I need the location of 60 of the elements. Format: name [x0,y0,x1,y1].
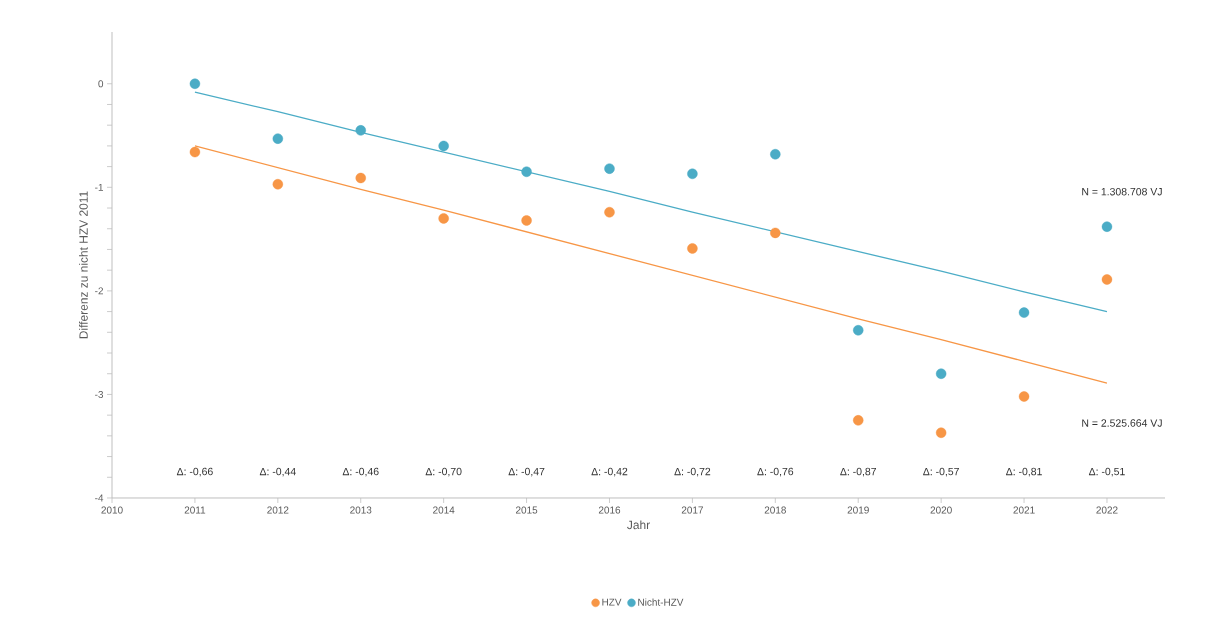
point [189,78,201,89]
point [1018,307,1030,318]
x-tick-label: 2010 [101,506,123,514]
point [355,172,366,184]
point [687,168,698,180]
y-tick-label: -2 [95,287,104,295]
point [1101,221,1113,232]
annotation: Δ: -0,87 [840,467,877,477]
x-tick-label: 2014 [433,506,455,514]
annotation: Δ: -0,81 [1006,467,1042,477]
x-tick-label: 2019 [847,506,869,514]
y-tick-label: -1 [95,183,104,191]
legend-label: Nicht-HZV [638,598,684,606]
x-tick-label: 2020 [930,506,952,514]
annotation: Δ: -0,76 [757,467,794,477]
x-tick-label: 2017 [681,506,703,514]
y-axis-title: Differenz zu nicht HZV 2011 [79,191,88,339]
point [1018,391,1030,402]
point [355,125,366,136]
point [935,368,947,379]
point [604,163,615,174]
x-tick-label: 2021 [1013,506,1035,514]
point [521,215,532,226]
y-tick-label: -3 [95,390,104,398]
y-tick-label: -4 [95,494,104,502]
annotation: Δ: -0,44 [259,467,296,477]
x-tick-label: 2016 [598,506,621,514]
annotation: Δ: -0,46 [342,467,379,477]
point [521,166,532,177]
x-tick-label: 2018 [764,506,786,514]
point [853,415,864,426]
point [770,148,781,160]
x-axis-title: Jahr [627,520,650,530]
annotation: N = 1.308.708 VJ [1082,187,1162,196]
x-tick-label: 2012 [267,506,289,514]
x-tick-label: 2013 [350,506,372,514]
annotation: Δ: -0,57 [923,467,959,477]
x-tick-label: 2011 [184,506,206,514]
annotation: Δ: -0,70 [425,467,462,477]
point [1101,274,1113,285]
point [272,133,284,144]
point [853,325,864,336]
point [272,179,284,190]
point [935,427,947,438]
annotation: Δ: -0,66 [176,467,213,477]
annotation: Δ: -0,42 [591,467,628,477]
y-tick-label: 0 [98,80,104,88]
point [687,243,698,254]
point [189,146,201,158]
point [438,213,449,224]
point [604,206,615,218]
x-tick-label: 2015 [516,506,538,514]
annotation: N = 2.525.664 VJ [1082,419,1162,427]
point [770,227,781,239]
annotation: Δ: -0,72 [674,467,711,477]
x-tick-label: 2022 [1096,506,1118,514]
annotation: Δ: -0,47 [508,467,545,477]
annotation: Δ: -0,51 [1088,467,1125,477]
point [438,140,449,152]
legend-label: HZV [602,598,622,606]
